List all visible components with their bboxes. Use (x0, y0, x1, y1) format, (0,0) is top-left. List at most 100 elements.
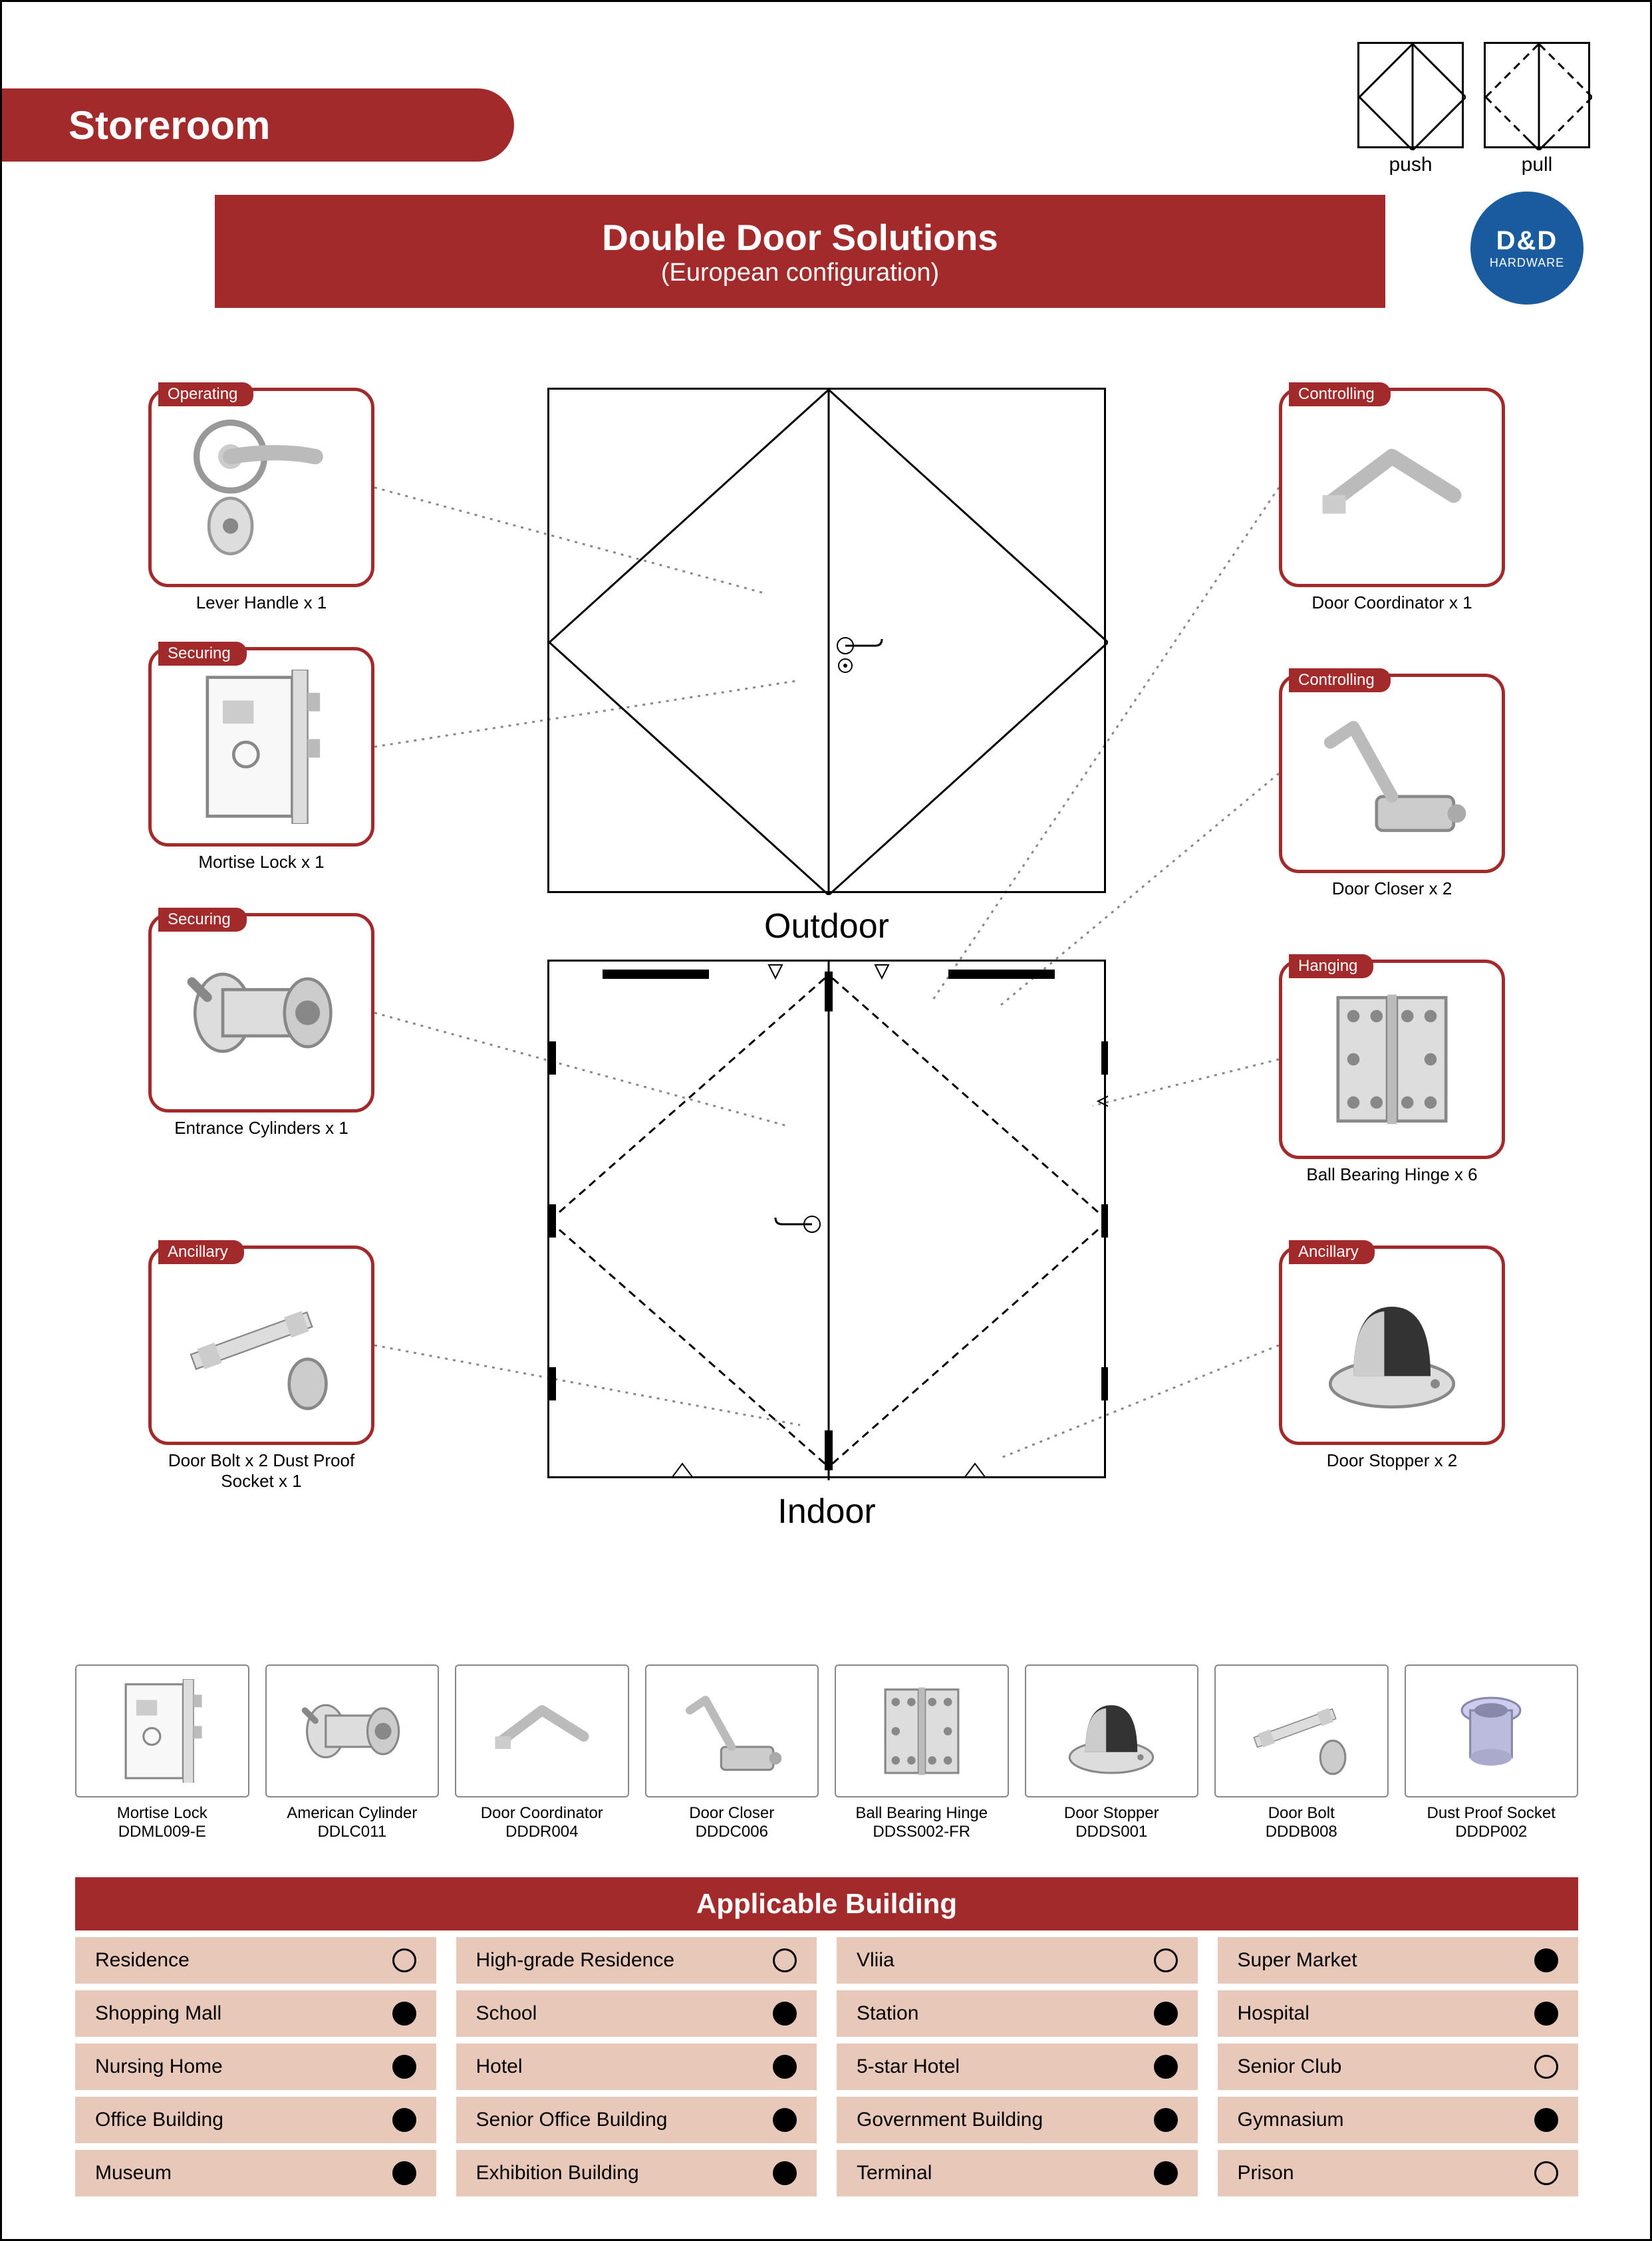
row-product-4: Ball Bearing HingeDDSS002-FR (835, 1664, 1009, 1841)
product-card-left-1: SecuringMortise Lock x 1 (148, 647, 374, 872)
applicable-indicator-icon (1154, 1948, 1178, 1972)
row-product-code: DDDS001 (1025, 1823, 1199, 1841)
applicable-name: Nursing Home (95, 2055, 223, 2078)
product-tag: Securing (158, 908, 247, 932)
product-tag: Hanging (1289, 954, 1373, 978)
row-product-name: Door Closer (645, 1804, 819, 1823)
applicable-header: Applicable Building (75, 1877, 1578, 1930)
applicable-name: Hospital (1238, 2002, 1309, 2025)
applicable-name: School (476, 2002, 537, 2025)
applicable-cell: Residence (75, 1937, 436, 1984)
brand-logo: D&D HARDWARE (1470, 192, 1583, 305)
product-label: Lever Handle x 1 (148, 593, 374, 613)
applicable-indicator-icon (1534, 2161, 1558, 2185)
row-product-name: American Cylinder (265, 1804, 440, 1823)
product-image-box (148, 388, 374, 587)
row-product-code: DDML009-E (75, 1823, 249, 1841)
product-label: Door Coordinator x 1 (1279, 593, 1505, 613)
row-product-image (75, 1664, 249, 1797)
product-label: Mortise Lock x 1 (148, 852, 374, 872)
applicable-cell: Government Building (837, 2097, 1198, 2143)
applicable-name: Gymnasium (1238, 2109, 1344, 2131)
applicable-name: Shopping Mall (95, 2002, 221, 2025)
product-label: Ball Bearing Hinge x 6 (1279, 1164, 1505, 1185)
product-tag: Controlling (1289, 382, 1391, 406)
row-product-6: Door BoltDDDB008 (1214, 1664, 1389, 1841)
logo-main: D&D (1496, 226, 1558, 256)
product-card-left-0: OperatingLever Handle x 1 (148, 388, 374, 613)
banner-title: Double Door Solutions (602, 216, 998, 259)
product-image-box (148, 1246, 374, 1445)
applicable-cell: Shopping Mall (75, 1990, 436, 2037)
applicable-indicator-icon (773, 2002, 797, 2026)
applicable-cell: Hotel (456, 2043, 817, 2090)
applicable-indicator-icon (1154, 2161, 1178, 2185)
applicable-indicator-icon (1154, 2108, 1178, 2132)
row-product-0: Mortise LockDDML009-E (75, 1664, 249, 1841)
indoor-label: Indoor (534, 1492, 1119, 1531)
applicable-cell: School (456, 1990, 817, 2037)
row-product-code: DDDB008 (1214, 1823, 1389, 1841)
pushpull-group: push pull (1357, 42, 1590, 176)
applicable-indicator-icon (1154, 2002, 1178, 2026)
product-label: Door Closer x 2 (1279, 878, 1505, 899)
push-label: push (1357, 154, 1464, 176)
applicable-name: Senior Office Building (476, 2109, 668, 2131)
applicable-name: Station (857, 2002, 918, 2025)
applicable-cell: Vliia (837, 1937, 1198, 1984)
product-card-right-0: ControllingDoor Coordinator x 1 (1279, 388, 1505, 613)
applicable-indicator-icon (1154, 2055, 1178, 2079)
indoor-diagram (547, 960, 1106, 1478)
applicable-name: Terminal (857, 2162, 932, 2184)
applicable-name: Hotel (476, 2055, 523, 2078)
pull-item: pull (1484, 42, 1590, 176)
row-product-code: DDSS002-FR (835, 1823, 1009, 1841)
row-product-name: Door Bolt (1214, 1804, 1389, 1823)
row-product-1: American CylinderDDLC011 (265, 1664, 440, 1841)
applicable-cell: Gymnasium (1218, 2097, 1579, 2143)
row-product-code: DDLC011 (265, 1823, 440, 1841)
applicable-cell: Nursing Home (75, 2043, 436, 2090)
logo-sub: HARDWARE (1490, 256, 1564, 270)
applicable-name: Senior Club (1238, 2055, 1342, 2078)
push-diagram (1357, 42, 1464, 148)
applicable-indicator-icon (1534, 2055, 1558, 2079)
page-tab: Storeroom (2, 88, 514, 162)
applicable-cell: Hospital (1218, 1990, 1579, 2037)
product-image-box (148, 913, 374, 1113)
product-row: Mortise LockDDML009-EAmerican CylinderDD… (75, 1664, 1578, 1841)
row-product-image (265, 1664, 440, 1797)
row-product-name: Ball Bearing Hinge (835, 1804, 1009, 1823)
row-product-image (835, 1664, 1009, 1797)
banner-subtitle: (European configuration) (661, 259, 939, 287)
product-image-box (1279, 1246, 1505, 1445)
product-card-right-3: AncillaryDoor Stopper x 2 (1279, 1246, 1505, 1471)
row-product-image (645, 1664, 819, 1797)
applicable-cell: Super Market (1218, 1937, 1579, 1984)
product-image-box (1279, 674, 1505, 873)
applicable-name: Prison (1238, 2162, 1294, 2184)
product-tag: Securing (158, 642, 247, 666)
applicable-name: 5-star Hotel (857, 2055, 960, 2078)
applicable-cell: Senior Office Building (456, 2097, 817, 2143)
applicable-indicator-icon (773, 2108, 797, 2132)
row-product-code: DDDC006 (645, 1823, 819, 1841)
applicable-indicator-icon (1534, 2108, 1558, 2132)
applicable-cell: Prison (1218, 2150, 1579, 2196)
applicable-name: Super Market (1238, 1949, 1357, 1972)
applicable-cell: Station (837, 1990, 1198, 2037)
row-product-name: Door Coordinator (455, 1804, 629, 1823)
row-product-image (1025, 1664, 1199, 1797)
row-product-name: Door Stopper (1025, 1804, 1199, 1823)
applicable-name: High-grade Residence (476, 1949, 675, 1972)
applicable-name: Museum (95, 2162, 172, 2184)
product-card-left-3: AncillaryDoor Bolt x 2 Dust Proof Socket… (148, 1246, 374, 1492)
applicable-name: Exhibition Building (476, 2162, 639, 2184)
applicable-indicator-icon (392, 2002, 416, 2026)
product-card-left-2: SecuringEntrance Cylinders x 1 (148, 913, 374, 1138)
row-product-7: Dust Proof SocketDDDP002 (1405, 1664, 1579, 1841)
applicable-cell: Office Building (75, 2097, 436, 2143)
product-image-box (1279, 388, 1505, 587)
outdoor-label: Outdoor (534, 906, 1119, 946)
applicable-indicator-icon (392, 2108, 416, 2132)
